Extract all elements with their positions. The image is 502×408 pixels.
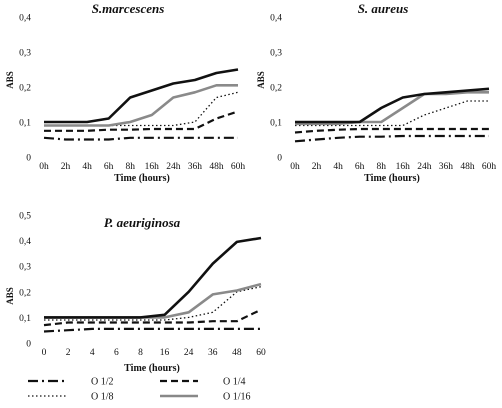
x-tick-label: 8h (376, 162, 386, 172)
series-line-3 (295, 100, 489, 127)
chart-p-aeuriginosa: P. aeuriginosa ABS Time (hours) 0 0,1 0,2 0… (5, 212, 266, 375)
y-axis-label: ABS (5, 71, 15, 89)
y-tick-label: 0,4 (270, 14, 282, 24)
x-tick-label: 2h (61, 162, 71, 172)
series-line-5 (295, 87, 490, 124)
y-tick-label: 0,2 (19, 84, 31, 94)
y-tick-label: 0,5 (19, 212, 31, 222)
x-tick-label: 60h (482, 162, 497, 172)
y-tick-label: 0,1 (19, 314, 31, 324)
x-tick-label: 48h (209, 162, 224, 172)
x-tick-label: 36h (188, 162, 203, 172)
series-line-4 (44, 282, 262, 319)
series-line-2 (294, 127, 489, 134)
x-tick-label: 36h (439, 162, 454, 172)
x-tick-label: 16h (145, 162, 160, 172)
x-tick-label: 6 (114, 348, 119, 358)
x-tick-label: 36 (208, 348, 218, 358)
series-line-1 (294, 134, 489, 143)
x-tick-label: 24 (184, 348, 194, 358)
x-tick-label: 48 (232, 348, 242, 358)
x-tick-label: 48h (460, 162, 475, 172)
x-tick-label: 0h (290, 162, 300, 172)
x-tick-label: 2h (312, 162, 322, 172)
series-line-5 (44, 68, 239, 124)
series-line-3 (44, 286, 262, 321)
x-tick-label: 0 (42, 348, 47, 358)
y-tick-label: 0,4 (19, 14, 31, 24)
x-tick-label: 4h (333, 162, 343, 172)
x-tick-label: 8h (125, 162, 135, 172)
chart-s-marcescens: S.marcescens ABS Time (hours) 0 0,1 0,2 0,3… (5, 1, 245, 184)
series-line-4 (44, 84, 238, 127)
y-tick-label: 0,2 (19, 288, 31, 298)
y-tick-label: 0,2 (270, 84, 282, 94)
y-axis-label: ABS (256, 71, 266, 89)
x-tick-label: 16h (396, 162, 411, 172)
chart-title: S.marcescens (92, 1, 165, 16)
y-tick-label: 0,3 (270, 49, 282, 59)
series-line-3 (44, 91, 239, 127)
x-tick-label: 16 (160, 348, 170, 358)
x-axis-label: Time (hours) (124, 363, 180, 374)
y-tick-label: 0 (26, 340, 31, 350)
x-tick-label: 6h (355, 162, 365, 172)
x-axis-label: Time (hours) (364, 173, 420, 184)
series-line-5 (44, 236, 262, 319)
x-tick-label: 24h (417, 162, 432, 172)
series-line-4 (295, 91, 489, 126)
chart-title: S. aureus (358, 1, 409, 16)
series-line-1 (43, 136, 238, 141)
chart-s-aureus: S. aureus ABS Time (hours) 0 0,1 0,2 0,3 0,4… (256, 1, 496, 184)
x-tick-label: 60h (231, 162, 246, 172)
legend-label: O 1/4 (223, 377, 246, 388)
y-tick-label: 0,3 (19, 263, 31, 273)
x-tick-label: 60 (256, 348, 266, 358)
y-tick-label: 0,1 (270, 119, 282, 129)
x-tick-label: 24h (166, 162, 181, 172)
series-line-2 (43, 308, 262, 327)
y-axis-label: ABS (5, 287, 15, 305)
y-tick-label: 0,4 (19, 237, 31, 247)
legend: O 1/2 O 1/4 O 1/8 O 1/16 (28, 377, 251, 403)
series-line-1 (43, 327, 261, 333)
x-tick-label: 4 (90, 348, 95, 358)
chart-title: P. aeuriginosa (104, 215, 181, 230)
y-tick-label: 0 (277, 154, 282, 164)
x-tick-label: 0h (39, 162, 49, 172)
y-tick-label: 0,3 (19, 49, 31, 59)
x-tick-label: 8 (138, 348, 143, 358)
legend-label: O 1/8 (91, 392, 114, 403)
x-tick-label: 6h (104, 162, 114, 172)
y-tick-label: 0,1 (19, 119, 31, 129)
y-tick-label: 0 (26, 154, 31, 164)
x-tick-label: 4h (82, 162, 92, 172)
x-tick-label: 2 (66, 348, 71, 358)
x-axis-label: Time (hours) (114, 173, 170, 184)
legend-label: O 1/16 (223, 392, 251, 403)
legend-label: O 1/2 (91, 377, 114, 388)
